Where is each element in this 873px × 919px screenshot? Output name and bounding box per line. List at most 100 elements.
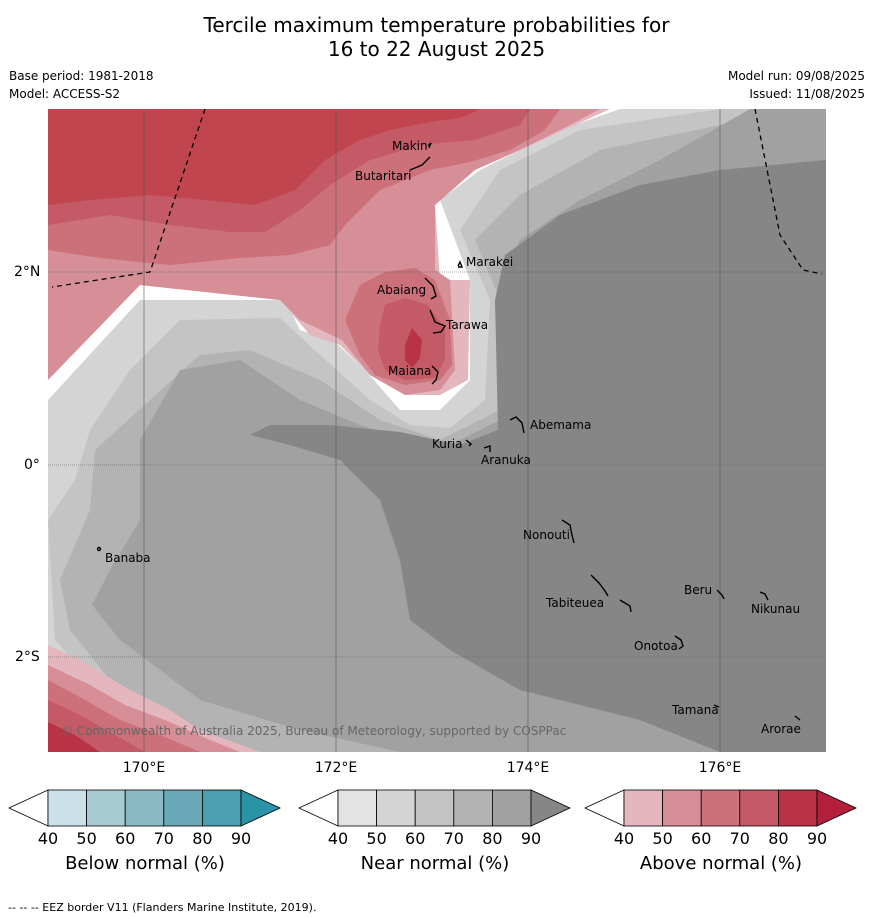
colorbar-near-segment — [453, 789, 493, 827]
base-period: Base period: 1981-2018 — [9, 69, 154, 83]
colorbar-near-tick: 90 — [520, 829, 542, 848]
colorbar-below-tick: 40 — [37, 829, 59, 848]
copyright-notice: © Commonwealth of Australia 2025, Bureau… — [61, 724, 567, 738]
colorbar-above-segment — [778, 789, 818, 827]
lon-label-170e: 170°E — [122, 760, 166, 776]
colorbar-below-segment — [86, 789, 126, 827]
colorbar-above-over-arrow — [816, 789, 857, 827]
colorbar-below-over-arrow — [240, 789, 281, 827]
above-normal-80-south — [48, 722, 100, 752]
kuria-island — [465, 439, 473, 447]
colorbar-above-tick: 50 — [652, 829, 673, 848]
colorbar-near-tick: 40 — [327, 829, 349, 848]
colorbar-above-segment — [623, 789, 663, 827]
abaiang-island — [424, 277, 437, 300]
colorbar-near-segment — [414, 789, 455, 827]
colorbar-above-tick: 40 — [613, 829, 635, 848]
eez-footnote: -- -- -- EEZ border V11 (Flanders Marine… — [8, 901, 317, 914]
nikunau-island — [759, 591, 769, 601]
chart-title-line1: Tercile maximum temperature probabilitie… — [203, 13, 670, 37]
place-label-tarawa: Tarawa — [446, 318, 489, 332]
colorbar-below-tick: 70 — [153, 829, 174, 848]
aranuka-island — [483, 445, 491, 452]
place-label-abaiang: Abaiang — [377, 283, 427, 297]
abemama-island — [509, 416, 525, 434]
colorbar-near-under-arrow — [298, 789, 339, 827]
colorbar-above-tick: 60 — [691, 829, 712, 848]
place-label-onotoa: Onotoa — [634, 639, 678, 653]
tabiteuea-island — [590, 574, 632, 613]
place-label-abemama: Abemama — [530, 418, 592, 432]
colorbar-title-above: Above normal (%) — [639, 853, 803, 874]
makin-island — [427, 142, 432, 149]
colorbar-below-tick: 50 — [76, 829, 97, 848]
place-label-aranuka: Aranuka — [481, 453, 531, 467]
banaba-island — [96, 546, 102, 552]
colorbar-above-tick: 80 — [768, 829, 789, 848]
colorbar-below-segment — [47, 789, 87, 827]
colorbar-above-under-arrow — [584, 789, 625, 827]
colorbar-below-segment — [124, 789, 165, 827]
colorbar-below-under-arrow — [8, 789, 49, 827]
near-normal-90-region — [250, 160, 826, 752]
chart-title-line2: 16 to 22 August 2025 — [327, 37, 546, 61]
colorbar-title-near: Near normal (%) — [360, 853, 510, 874]
tarawa-island — [429, 309, 447, 334]
model-name: Model: ACCESS-S2 — [9, 87, 121, 101]
colorbar-near-tick: 60 — [405, 829, 426, 848]
lon-label-174e: 174°E — [506, 760, 550, 776]
place-label-kuria: Kuria — [432, 437, 463, 451]
lat-label-0: 0° — [24, 457, 40, 473]
colorbar-below-tick: 90 — [230, 829, 252, 848]
place-label-makin: Makin — [392, 139, 428, 153]
place-label-tabiteuea: Tabiteuea — [546, 596, 605, 610]
lon-label-176e: 176°E — [698, 760, 742, 776]
place-label-arorae: Arorae — [761, 722, 801, 736]
place-label-butaritari: Butaritari — [355, 169, 412, 183]
place-label-beru: Beru — [684, 583, 713, 597]
onotoa-island — [674, 635, 684, 650]
place-label-maiana: Maiana — [388, 364, 432, 378]
colorbars — [8, 789, 857, 827]
place-label-tamana: Tamana — [672, 703, 719, 717]
colorbar-above-segment — [662, 789, 702, 827]
place-label-nonouti: Nonouti — [523, 528, 570, 542]
above-normal-80-north — [48, 109, 480, 205]
island-outlines — [96, 142, 801, 721]
colorbar-below-tick: 60 — [115, 829, 136, 848]
model-run: Model run: 09/08/2025 — [727, 69, 865, 83]
colorbar-near-segment — [337, 789, 377, 827]
colorbar-above-segment — [700, 789, 741, 827]
colorbar-below-segment — [163, 789, 203, 827]
colorbar-below-tick: 80 — [192, 829, 213, 848]
colorbar-above-segment — [739, 789, 779, 827]
colorbar-near-segment — [491, 789, 532, 827]
lon-label-172e: 172°E — [314, 760, 358, 776]
nonouti-island — [561, 519, 575, 544]
eez-border — [51, 109, 823, 288]
colorbar-below-segment — [201, 789, 242, 827]
colorbar-title-below: Below normal (%) — [65, 853, 225, 874]
colorbar-above-tick: 70 — [729, 829, 750, 848]
lat-label-2n: 2°N — [14, 264, 41, 280]
place-label-banaba: Banaba — [105, 551, 151, 565]
marakei-island — [457, 260, 464, 268]
colorbar-near-tick: 70 — [443, 829, 464, 848]
beru-island — [716, 589, 725, 600]
maiana-island — [431, 365, 439, 385]
above-normal-90-tarawa — [405, 328, 422, 368]
arorae-island — [794, 715, 801, 721]
colorbar-near-tick: 50 — [366, 829, 387, 848]
butaritari-island — [409, 156, 431, 171]
tamana-island — [713, 704, 720, 708]
lat-label-2s: 2°S — [15, 649, 40, 665]
colorbar-near-over-arrow — [530, 789, 571, 827]
place-label-nikunau: Nikunau — [751, 602, 801, 616]
place-label-marakei: Marakei — [466, 255, 514, 269]
colorbar-near-tick: 80 — [482, 829, 503, 848]
grid-lines — [48, 109, 826, 752]
issued-date: Issued: 11/08/2025 — [749, 87, 865, 101]
colorbar-above-tick: 90 — [806, 829, 828, 848]
colorbar-near-segment — [376, 789, 416, 827]
